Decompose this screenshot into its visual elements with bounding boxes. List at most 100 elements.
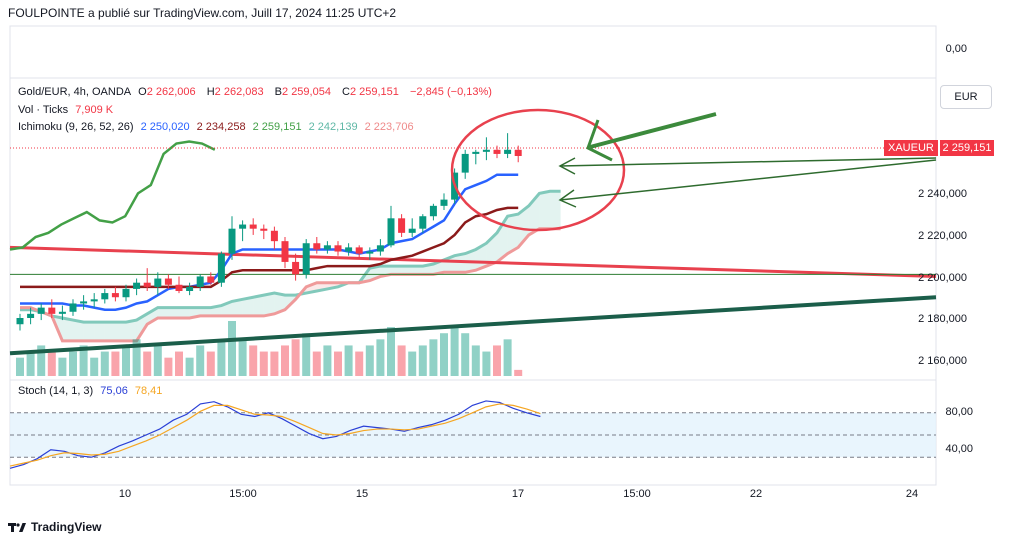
candle-body	[186, 286, 194, 291]
candle-body	[323, 245, 331, 250]
time-axis-tick: 15:00	[623, 488, 651, 500]
volume-bar	[408, 351, 417, 376]
volume-bar	[238, 339, 247, 376]
volume-bar	[228, 321, 236, 376]
candle-body	[228, 228, 236, 254]
ichimoku-cloud-segment	[73, 320, 84, 341]
price-tag-symbol: XAUEUR	[884, 140, 938, 156]
candle-body	[111, 293, 119, 298]
volume-bar	[440, 333, 448, 376]
tradingview-brand[interactable]: TradingView	[8, 520, 101, 534]
price-axis-tick: 2 240,000	[918, 188, 967, 201]
volume-bar	[461, 333, 470, 376]
legend-ichimoku-label: Ichimoku (9, 26, 52, 26)	[18, 121, 134, 133]
volume-bar	[58, 357, 67, 376]
price-axis-tick: 2 200,000	[918, 271, 967, 284]
candle-body	[345, 247, 353, 252]
volume-bar	[365, 345, 374, 376]
candle-body	[366, 251, 374, 254]
candle-body	[419, 216, 427, 229]
ichimoku-cloud-segment	[200, 307, 211, 316]
time-axis-tick: 15	[355, 488, 369, 500]
annotation-arrow-middle	[559, 157, 937, 167]
ichimoku-cloud-segment	[391, 266, 402, 275]
volume-bar	[270, 351, 279, 376]
kijun-sen-line	[20, 206, 519, 289]
legend-tenkan-value: 2 250,020	[140, 121, 190, 133]
volume-bar	[47, 351, 56, 376]
candle-body	[270, 230, 278, 242]
ichimoku-cloud-segment	[274, 293, 285, 314]
volume-bar	[450, 327, 459, 376]
senkou-span-b-line	[20, 227, 561, 343]
legend-open: O2 262,006	[138, 86, 196, 98]
ichimoku-cloud-segment	[242, 297, 254, 316]
candle-body	[90, 299, 98, 302]
volume-bar	[323, 345, 332, 376]
legend-volume-label: Vol · Ticks	[18, 104, 69, 116]
currency-button[interactable]: EUR	[940, 85, 992, 109]
ichimoku-cloud-segment	[507, 214, 519, 254]
legend-change: −2,845 (−0,13%)	[409, 86, 492, 98]
volume-bar	[344, 345, 353, 376]
ichimoku-cloud-segment	[179, 307, 190, 318]
price-axis-tick: 2 220,000	[918, 230, 967, 242]
ichimoku-cloud-segment	[539, 191, 550, 229]
candle-body	[16, 318, 24, 325]
candle-body	[440, 199, 448, 206]
candle-body	[154, 278, 162, 287]
volume-bar	[185, 357, 194, 376]
candle-body	[69, 303, 77, 312]
legend-ohlc: Gold/EUR, 4h, OANDA O2 262,006 H2 262,08…	[18, 86, 496, 98]
legend-stoch-k: 75,06	[100, 385, 128, 397]
volume-bar	[514, 369, 523, 376]
candle-body	[143, 282, 151, 287]
ichimoku-cloud-segment	[115, 322, 126, 341]
candle-body	[493, 149, 501, 154]
candle-body	[429, 205, 437, 217]
volume-bar	[259, 351, 268, 376]
volume-bar	[111, 351, 120, 376]
volume-bar	[79, 345, 88, 376]
annotation-arrow-upper	[589, 112, 717, 149]
candle-body	[376, 245, 384, 252]
annotation-arrow-lower-head	[558, 189, 577, 208]
ichimoku-cloud-segment	[401, 266, 413, 275]
candle-body	[133, 282, 141, 289]
candle-body	[334, 245, 342, 252]
candle-body	[292, 261, 300, 275]
publish-header: FOULPOINTE a publié sur TradingView.com,…	[8, 6, 397, 20]
legend-stoch-label: Stoch (14, 1, 3)	[18, 385, 94, 397]
ichimoku-cloud-segment	[253, 295, 264, 316]
volume-bar	[376, 339, 385, 376]
volume-bar	[153, 345, 162, 376]
legend-senkou-b-value: 2 223,706	[364, 121, 414, 133]
volume-bar	[387, 327, 395, 376]
candle-body	[37, 307, 45, 314]
volume-bar	[69, 351, 77, 376]
legend-high: H2 262,083	[206, 86, 264, 98]
candle-body	[58, 311, 66, 314]
price-axis-tick: 2 180,000	[918, 313, 967, 326]
ichimoku-cloud-segment	[168, 307, 179, 318]
plot-frame	[9, 25, 937, 486]
candle-body	[217, 253, 225, 283]
legend-volume-value: 7,909 K	[75, 104, 114, 116]
senkou-span-a-line	[20, 189, 561, 324]
chikou-span-line	[9, 140, 216, 251]
volume-bar	[143, 351, 152, 376]
ichimoku-cloud-segment	[104, 322, 116, 341]
candle-body	[239, 224, 247, 229]
volume-bar	[334, 351, 342, 376]
volume-bar	[302, 333, 311, 376]
candle-body	[80, 301, 88, 304]
time-axis-tick: 15:00	[229, 488, 257, 500]
ichimoku-cloud-segment	[497, 216, 508, 262]
candle-body	[164, 278, 172, 285]
ichimoku-cloud-segment	[157, 307, 169, 318]
volume-bar	[493, 345, 501, 376]
legend-close: C2 259,151	[342, 86, 399, 98]
volume-bar	[164, 357, 173, 376]
candle-body	[281, 241, 289, 262]
